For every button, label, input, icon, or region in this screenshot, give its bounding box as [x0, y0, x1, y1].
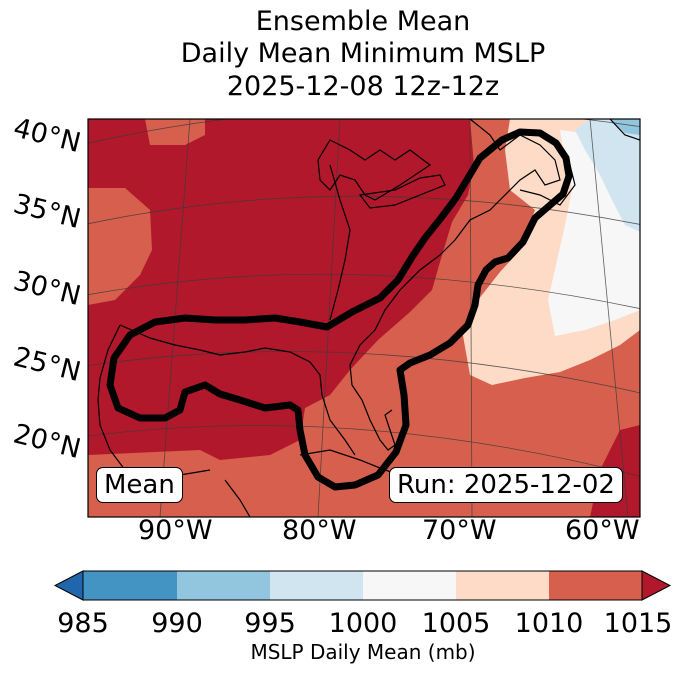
colorbar-segment-990 [177, 571, 270, 600]
lon-label-90w: 90°W [138, 515, 213, 546]
colorbar-segment-1005 [456, 571, 549, 600]
colorbar-tick-1015: 1015 [603, 608, 673, 639]
colorbar [53, 570, 672, 601]
colorbar-label: MSLP Daily Mean (mb) [250, 640, 476, 664]
run-date-annotation: Run: 2025-12-02 [389, 467, 623, 503]
field-1005-1010-north [145, 119, 205, 145]
colorbar-segment-1010 [549, 571, 642, 600]
lon-label-60w: 60°W [565, 515, 640, 546]
colorbar-segment-1000 [363, 571, 456, 600]
risk-area-outline [106, 128, 573, 491]
colorbar-frame [82, 570, 643, 601]
title-line-3: 2025-12-08 12z-12z [226, 71, 500, 102]
colorbar-tick-985: 985 [57, 608, 109, 639]
colorbar-tick-1005: 1005 [421, 608, 491, 639]
field-1005-1010-west [88, 188, 152, 305]
colorbar-tick-1010: 1010 [514, 608, 584, 639]
colorbar-segment-985 [83, 571, 177, 600]
colorbar-tick-1000: 1000 [328, 608, 398, 639]
lon-label-80w: 80°W [282, 515, 357, 546]
colorbar-over-arrow [641, 570, 672, 601]
title-line-2: Daily Mean Minimum MSLP [180, 38, 546, 69]
lon-label-70w: 70°W [422, 515, 497, 546]
colorbar-segment-995 [270, 571, 363, 600]
map-frame [87, 118, 641, 518]
mean-annotation: Mean [96, 467, 183, 503]
pressure-field [88, 119, 640, 517]
title-line-1: Ensemble Mean [255, 6, 471, 37]
colorbar-under-arrow [53, 570, 84, 601]
colorbar-tick-990: 990 [151, 608, 203, 639]
field-990-995 [575, 119, 640, 232]
colorbar-tick-995: 995 [244, 608, 296, 639]
